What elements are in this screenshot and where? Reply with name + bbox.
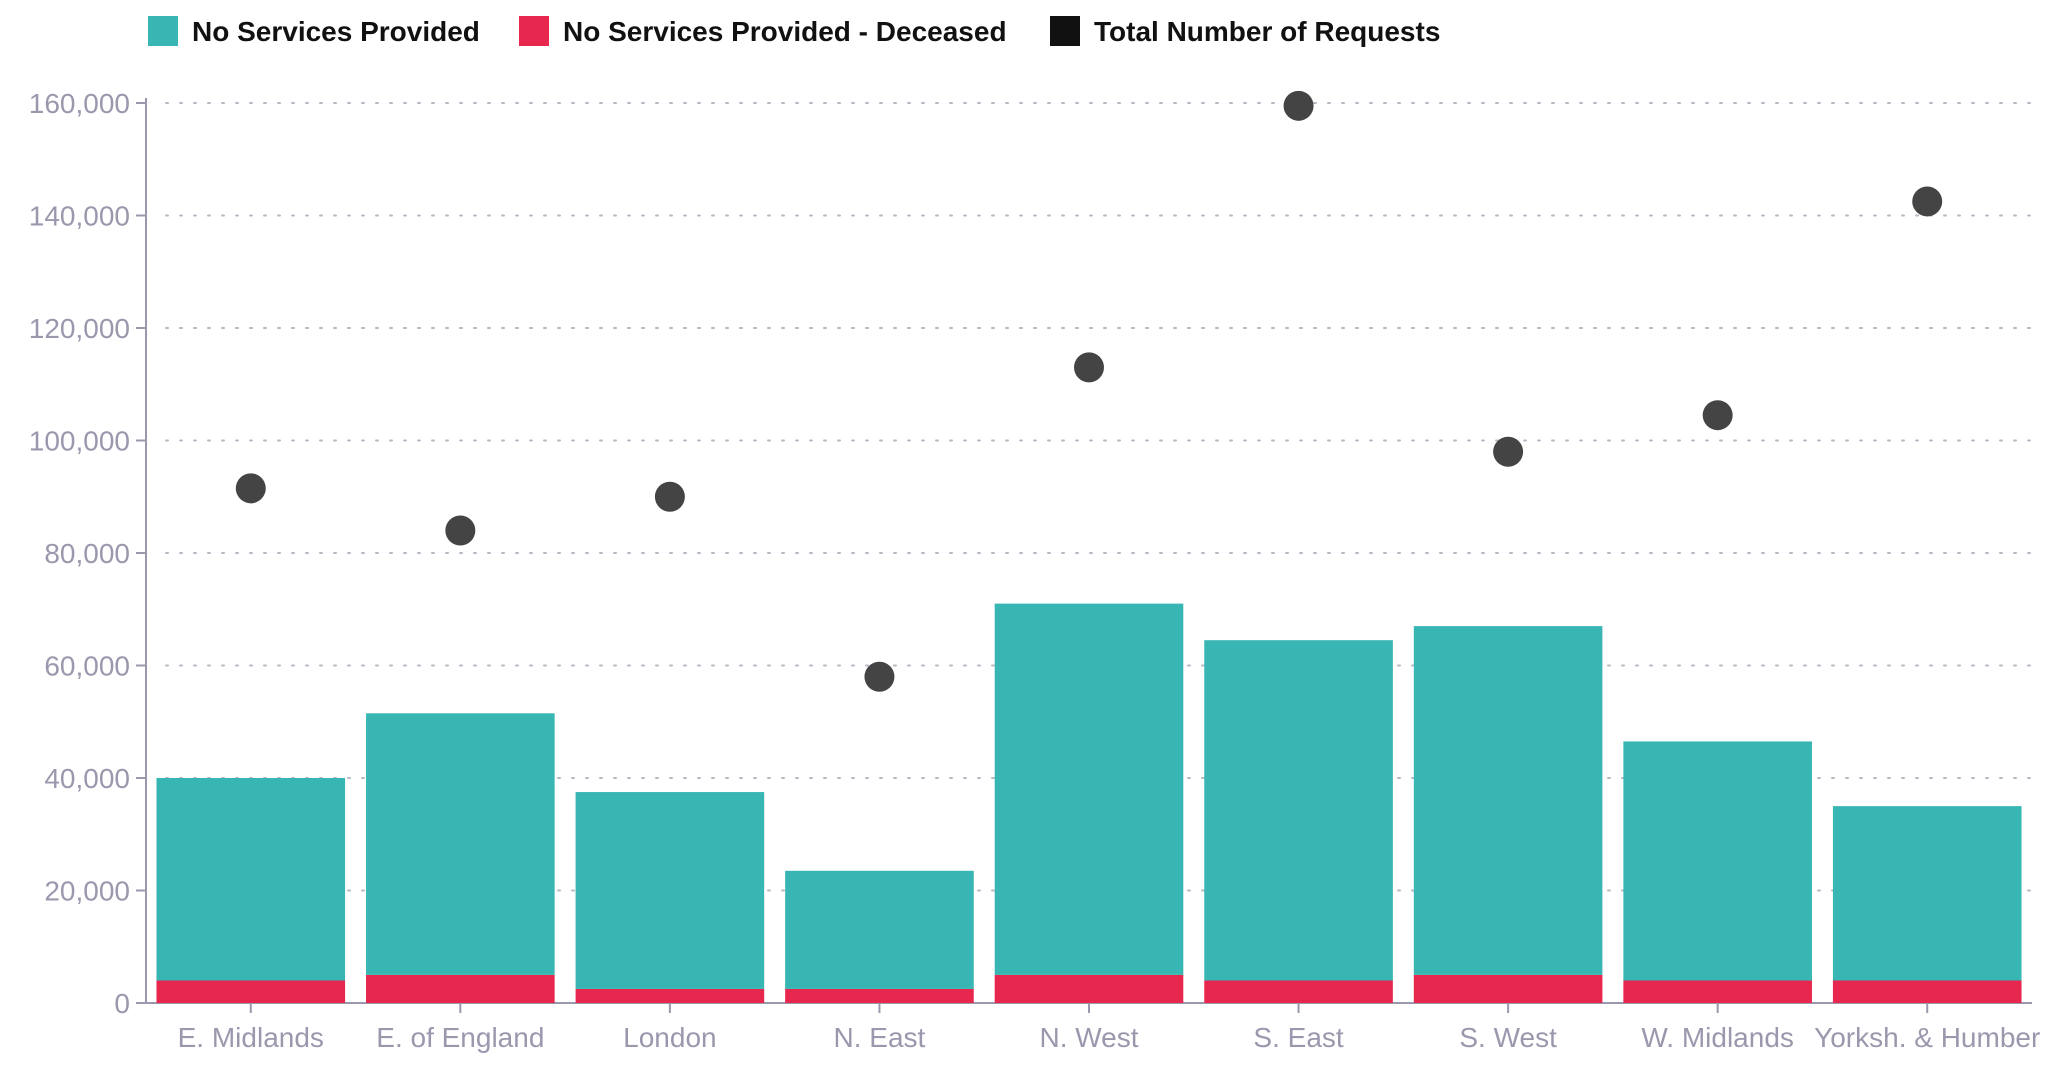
bar-no-services-provided bbox=[575, 792, 765, 989]
x-category-label: Yorksh. & Humber bbox=[1814, 1022, 2040, 1053]
total-requests-points bbox=[235, 90, 1943, 692]
bar-no-services-provided bbox=[1204, 640, 1393, 981]
legend-swatch bbox=[1050, 16, 1080, 46]
y-tick-label: 140,000 bbox=[29, 201, 130, 232]
x-category-label: S. East bbox=[1253, 1022, 1343, 1053]
x-category-label: E. of England bbox=[376, 1022, 544, 1053]
point-total-requests bbox=[445, 515, 476, 546]
bar-no-services-provided-deceased bbox=[1204, 980, 1393, 1003]
y-tick-label: 80,000 bbox=[44, 538, 130, 569]
point-total-requests bbox=[1702, 400, 1733, 431]
bar-no-services-provided-deceased bbox=[156, 980, 346, 1003]
x-category-label: S. West bbox=[1459, 1022, 1557, 1053]
y-tick-label: 60,000 bbox=[44, 651, 130, 682]
x-category-label: E. Midlands bbox=[178, 1022, 324, 1053]
bar-no-services-provided bbox=[994, 603, 1184, 975]
legend-label: Total Number of Requests bbox=[1094, 16, 1440, 47]
y-tick-label: 100,000 bbox=[29, 426, 130, 457]
bar-no-services-provided-deceased bbox=[366, 974, 555, 1003]
bar-no-services-provided bbox=[785, 870, 974, 989]
bar-no-services-provided bbox=[156, 778, 346, 981]
y-tick-label: 40,000 bbox=[44, 763, 130, 794]
bar-no-services-provided-deceased bbox=[1413, 974, 1603, 1003]
point-total-requests bbox=[235, 473, 266, 504]
bars bbox=[156, 603, 2022, 1003]
legend: No Services Provided No Services Provided… bbox=[148, 16, 1440, 47]
x-category-label: W. Midlands bbox=[1641, 1022, 1794, 1053]
y-tick-label: 160,000 bbox=[29, 88, 130, 119]
bar-no-services-provided-deceased bbox=[575, 988, 765, 1003]
bar-no-services-provided-deceased bbox=[994, 974, 1184, 1003]
legend-swatch bbox=[519, 16, 549, 46]
bar-no-services-provided bbox=[1623, 741, 1812, 981]
point-total-requests bbox=[654, 481, 685, 512]
point-total-requests bbox=[1283, 90, 1314, 121]
y-tick-label: 120,000 bbox=[29, 313, 130, 344]
x-category-label: N. West bbox=[1039, 1022, 1138, 1053]
point-total-requests bbox=[864, 661, 895, 692]
bar-no-services-provided-deceased bbox=[1832, 980, 2022, 1003]
point-total-requests bbox=[1074, 352, 1104, 383]
legend-label: No Services Provided bbox=[192, 16, 480, 47]
legend-label: No Services Provided - Deceased bbox=[563, 16, 1007, 47]
bar-no-services-provided bbox=[1413, 626, 1603, 975]
bar-no-services-provided bbox=[366, 713, 555, 975]
axes: 0 20,000 40,000 60,000 80,000 100,000 120,000 1… bbox=[29, 88, 2041, 1053]
bar-no-services-provided-deceased bbox=[785, 988, 974, 1003]
y-tick-label: 0 bbox=[114, 988, 130, 1019]
point-total-requests bbox=[1912, 186, 1943, 217]
y-tick-label: 20,000 bbox=[44, 876, 130, 907]
legend-swatch bbox=[148, 16, 178, 46]
x-category-label: N. East bbox=[834, 1022, 926, 1053]
bar-no-services-provided-deceased bbox=[1623, 980, 1812, 1003]
x-category-label: London bbox=[623, 1022, 716, 1053]
bar-no-services-provided bbox=[1832, 806, 2022, 981]
point-total-requests bbox=[1493, 436, 1524, 467]
